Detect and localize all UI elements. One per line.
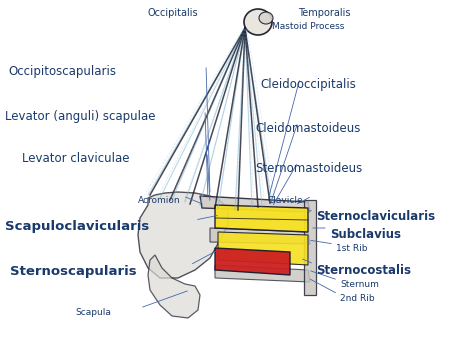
Polygon shape bbox=[210, 228, 309, 244]
Ellipse shape bbox=[258, 12, 272, 24]
Text: Temporalis: Temporalis bbox=[297, 8, 350, 18]
Text: Cleidooccipitalis: Cleidooccipitalis bbox=[259, 78, 355, 91]
Text: 2nd Rib: 2nd Rib bbox=[339, 294, 374, 303]
Text: Sternoclavicularis: Sternoclavicularis bbox=[315, 210, 434, 223]
Text: Scapuloclavicularis: Scapuloclavicularis bbox=[5, 220, 149, 233]
Text: Sternoscapularis: Sternoscapularis bbox=[10, 265, 136, 278]
Polygon shape bbox=[303, 200, 315, 295]
Polygon shape bbox=[214, 205, 308, 232]
Text: Sternomastoideus: Sternomastoideus bbox=[254, 162, 362, 175]
Polygon shape bbox=[138, 192, 228, 278]
Ellipse shape bbox=[243, 9, 271, 35]
Text: Sternocostalis: Sternocostalis bbox=[315, 264, 410, 277]
Text: Scapula: Scapula bbox=[75, 308, 111, 317]
Text: Mastoid Process: Mastoid Process bbox=[271, 22, 344, 31]
Text: Occipitoscapularis: Occipitoscapularis bbox=[8, 65, 116, 78]
Polygon shape bbox=[214, 248, 289, 275]
Polygon shape bbox=[200, 196, 309, 212]
Text: Subclavius: Subclavius bbox=[329, 228, 400, 241]
Text: Clavicle: Clavicle bbox=[268, 196, 303, 205]
Polygon shape bbox=[148, 255, 200, 318]
Text: Cleidomastoideus: Cleidomastoideus bbox=[254, 122, 359, 135]
Text: Occipitalis: Occipitalis bbox=[148, 8, 198, 18]
Text: Levator claviculae: Levator claviculae bbox=[22, 152, 129, 165]
Polygon shape bbox=[214, 265, 309, 282]
Polygon shape bbox=[218, 232, 308, 265]
Text: Levator (anguli) scapulae: Levator (anguli) scapulae bbox=[5, 110, 155, 123]
Text: 1st Rib: 1st Rib bbox=[335, 244, 367, 253]
Text: Acromion: Acromion bbox=[138, 196, 180, 205]
Text: Sternum: Sternum bbox=[339, 280, 378, 289]
